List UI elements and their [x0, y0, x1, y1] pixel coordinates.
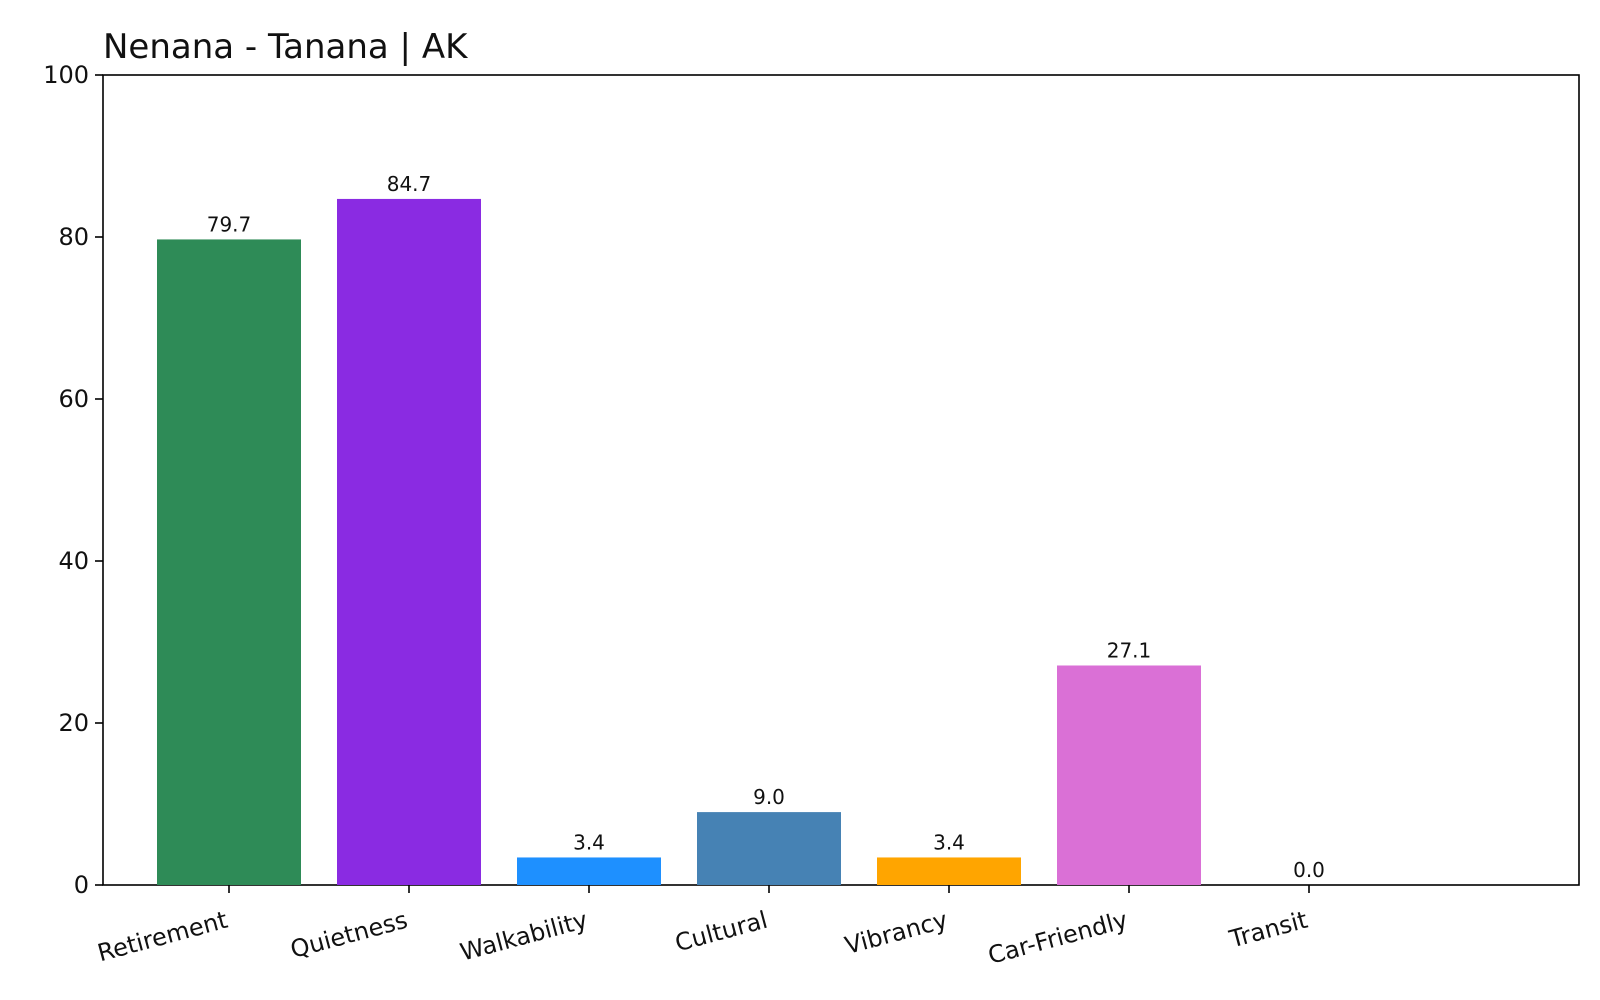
bar-value-label: 84.7 [387, 172, 432, 196]
x-tick-label: Vibrancy [842, 906, 951, 960]
x-tick-label: Walkability [457, 906, 590, 967]
y-tick-label: 80 [58, 223, 89, 251]
bar-value-label: 3.4 [933, 830, 965, 854]
bar-value-label: 79.7 [207, 212, 252, 236]
x-tick-label: Retirement [95, 906, 231, 968]
bars-group [157, 198, 1201, 885]
x-tick-label: Transit [1226, 906, 1311, 954]
y-tick-label: 100 [43, 61, 89, 89]
y-axis: 0 20 40 60 80 100 [43, 61, 103, 899]
bar [1057, 665, 1201, 885]
y-tick-label: 60 [58, 385, 89, 413]
bar [877, 857, 1021, 885]
chart-title: Nenana - Tanana | AK [103, 27, 469, 67]
y-tick-label: 0 [74, 871, 89, 899]
plot-area-frame [102, 74, 1580, 886]
bar [517, 857, 661, 885]
bar [157, 239, 301, 885]
bar [697, 812, 841, 885]
bar-value-labels: 79.7 84.7 3.4 9.0 3.4 27.1 0.0 [207, 172, 1325, 882]
bar-value-label: 0.0 [1293, 858, 1325, 882]
bar [337, 198, 481, 885]
x-tick-label: Cultural [672, 906, 771, 958]
bar-value-label: 9.0 [753, 785, 785, 809]
y-tick-label: 40 [58, 547, 89, 575]
bar-value-label: 27.1 [1107, 638, 1152, 662]
x-axis: Retirement Quietness Walkability Cultural Vi… [95, 885, 1311, 970]
x-tick-label: Quietness [287, 906, 410, 964]
x-tick-label: Car-Friendly [985, 906, 1131, 970]
y-tick-label: 20 [58, 709, 89, 737]
bar-value-label: 3.4 [573, 830, 605, 854]
